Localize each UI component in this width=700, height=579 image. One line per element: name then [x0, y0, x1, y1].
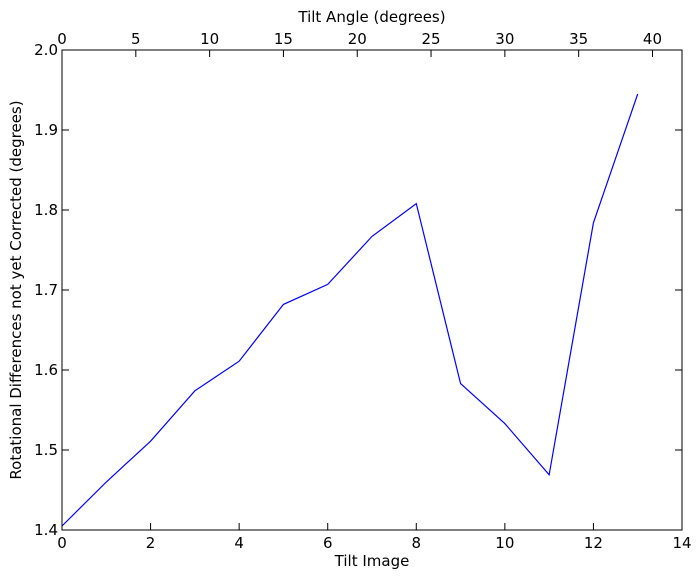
x-tick-label: 8 [412, 534, 422, 552]
y-tick-label: 1.6 [34, 361, 58, 379]
x-tick-label: 12 [584, 534, 603, 552]
series-layer [61, 93, 639, 527]
top-x-tick-label: 10 [200, 30, 219, 48]
x-tick-label: 14 [672, 534, 691, 552]
top-x-tick-label: 15 [274, 30, 293, 48]
top-x-tick-label: 5 [131, 30, 141, 48]
tick-labels: 0 2 4 6 8 10 12 14 0 5 10 15 20 25 30 35 40 1.4 1.5 1.6 1.7 1… [34, 30, 691, 552]
plot-frame [61, 49, 683, 531]
x-tick-label: 4 [234, 534, 244, 552]
x-tick-label: 2 [146, 534, 156, 552]
top-x-tick-label: 0 [57, 30, 67, 48]
x-tick-label: 10 [495, 534, 514, 552]
y-tick-label: 1.7 [34, 281, 58, 299]
top-x-tick-label: 25 [422, 30, 441, 48]
y-tick-label: 1.9 [34, 121, 58, 139]
plot-area [62, 50, 682, 530]
y-tick-label: 1.5 [34, 441, 58, 459]
series-line [61, 93, 639, 527]
top-axis-title: Tilt Angle (degrees) [297, 8, 445, 26]
x-tick-label: 6 [323, 534, 333, 552]
x-tick-label: 0 [57, 534, 67, 552]
top-x-tick-label: 35 [569, 30, 588, 48]
top-x-tick-label: 20 [348, 30, 367, 48]
y-tick-label: 2.0 [34, 41, 58, 59]
top-x-tick-label: 40 [643, 30, 662, 48]
y-tick-label: 1.8 [34, 201, 58, 219]
top-x-tick-label: 30 [495, 30, 514, 48]
y-axis-title: Rotational Differences not yet Corrected… [7, 100, 25, 479]
x-axis-title: Tilt Image [334, 552, 410, 570]
y-tick-label: 1.4 [34, 521, 58, 539]
